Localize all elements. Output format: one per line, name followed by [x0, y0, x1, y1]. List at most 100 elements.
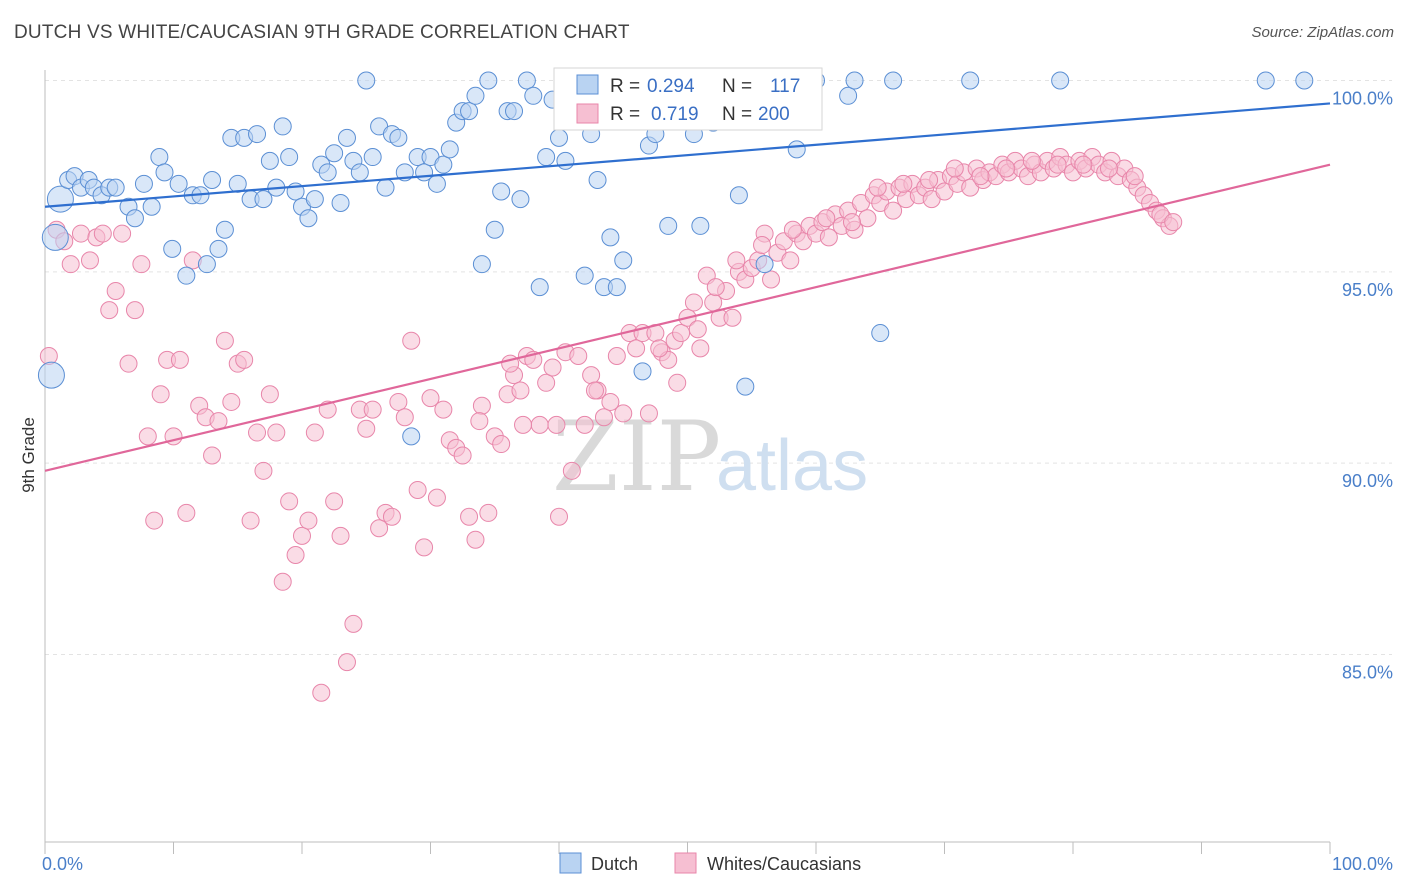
white-caucasian-point [402, 331, 421, 350]
white-caucasian-point [614, 404, 633, 423]
white-caucasian-point [113, 224, 132, 243]
dutch-point [150, 148, 169, 167]
watermark-zip: ZIP [552, 401, 721, 513]
white-caucasian-point [550, 507, 568, 526]
white-caucasian-point [100, 301, 119, 320]
dutch-point [729, 186, 748, 205]
white-caucasian-point [868, 178, 887, 197]
white-caucasian-point [1074, 155, 1093, 174]
dutch-point [389, 128, 408, 147]
white-caucasian-points [39, 148, 1183, 702]
dutch-point [537, 148, 556, 167]
white-caucasian-point [562, 461, 581, 480]
stats-swatch-dutch [576, 74, 599, 95]
white-caucasian-point [569, 347, 588, 366]
white-caucasian-point [138, 427, 157, 446]
dutch-point [331, 193, 350, 212]
white-caucasian-point [273, 572, 292, 591]
white-caucasian-point [547, 415, 566, 434]
white-caucasian-point [650, 339, 669, 358]
dutch-point [41, 223, 69, 251]
white-caucasian-point [415, 538, 434, 557]
white-caucasian-point [607, 347, 626, 366]
dutch-point [318, 163, 337, 182]
dutch-point [511, 190, 530, 209]
white-caucasian-point [1048, 155, 1067, 174]
dutch-point [125, 209, 144, 228]
white-caucasian-point [945, 159, 964, 178]
white-caucasian-point [370, 519, 389, 538]
dutch-point [607, 278, 626, 297]
white-caucasian-point [971, 167, 990, 186]
dutch-point [209, 239, 228, 258]
white-caucasian-point [575, 415, 594, 434]
white-caucasian-point [305, 423, 324, 442]
white-caucasian-point [363, 400, 382, 419]
dutch-point [550, 128, 568, 147]
white-caucasian-point [594, 408, 613, 427]
stats-box: R = 0.294 N = 117 R = 0.719 N = 200 [553, 67, 823, 131]
white-caucasian-point [1022, 151, 1041, 170]
dutch-point [155, 163, 174, 182]
white-caucasian-point [132, 255, 151, 274]
dutch-point [1051, 71, 1070, 90]
dutch-point [203, 170, 222, 189]
dutch-point [215, 220, 234, 239]
white-caucasian-point [145, 511, 164, 530]
dutch-point [350, 163, 369, 182]
white-caucasian-point [514, 415, 533, 434]
white-caucasian-point [706, 278, 725, 297]
dutch-point [691, 216, 710, 235]
dutch-point [884, 71, 903, 90]
chart-title: DUTCH VS WHITE/CAUCASIAN 9TH GRADE CORRE… [14, 22, 630, 43]
dutch-point [601, 228, 620, 247]
dutch-point [363, 148, 382, 167]
white-caucasian-point [286, 546, 305, 565]
dutch-point [325, 144, 344, 163]
y-tick-label: 85.0% [1342, 663, 1393, 683]
white-caucasian-point [427, 488, 446, 507]
source-credit: Source: ZipAtlas.com [1251, 24, 1394, 41]
dutch-point [839, 86, 858, 105]
grid-layer [45, 80, 1392, 655]
white-caucasian-point [248, 423, 267, 442]
dutch-point [142, 197, 161, 216]
dutch-point [614, 251, 633, 270]
white-caucasian-point [260, 385, 279, 404]
white-caucasian-point [470, 412, 489, 431]
dutch-trend-line [44, 102, 1331, 208]
dutch-point [106, 178, 125, 197]
white-caucasian-point [817, 209, 836, 228]
white-caucasian-point [884, 201, 903, 220]
legend-label-white: Whites/Caucasians [707, 854, 861, 874]
dutch-point [163, 239, 182, 258]
white-caucasian-point [331, 526, 350, 545]
white-caucasian-point [170, 350, 189, 369]
stats-n-value-white: 200 [758, 104, 790, 125]
dutch-point [254, 190, 273, 209]
white-caucasian-point [312, 683, 331, 702]
white-caucasian-point [727, 251, 746, 270]
white-caucasian-point [460, 507, 479, 526]
dutch-point [492, 182, 511, 201]
dutch-point [440, 140, 459, 159]
dutch-point [337, 128, 356, 147]
white-caucasian-point [858, 209, 877, 228]
white-caucasian-trend-line [44, 163, 1331, 472]
dutch-point [402, 427, 421, 446]
white-caucasian-point [543, 358, 562, 377]
y-tick-label: 95.0% [1342, 280, 1393, 300]
dutch-point [871, 324, 890, 343]
white-caucasian-point [842, 213, 861, 232]
stats-n-label-dutch: N = [722, 76, 752, 97]
y-tick-label: 100.0% [1332, 89, 1393, 109]
white-caucasian-point [293, 526, 311, 545]
white-caucasian-point [627, 339, 646, 358]
dutch-point [305, 190, 324, 209]
white-caucasian-point [203, 446, 222, 465]
white-caucasian-point [781, 251, 800, 270]
white-caucasian-point [235, 350, 254, 369]
white-caucasian-point [1164, 213, 1183, 232]
white-caucasian-point [395, 408, 414, 427]
